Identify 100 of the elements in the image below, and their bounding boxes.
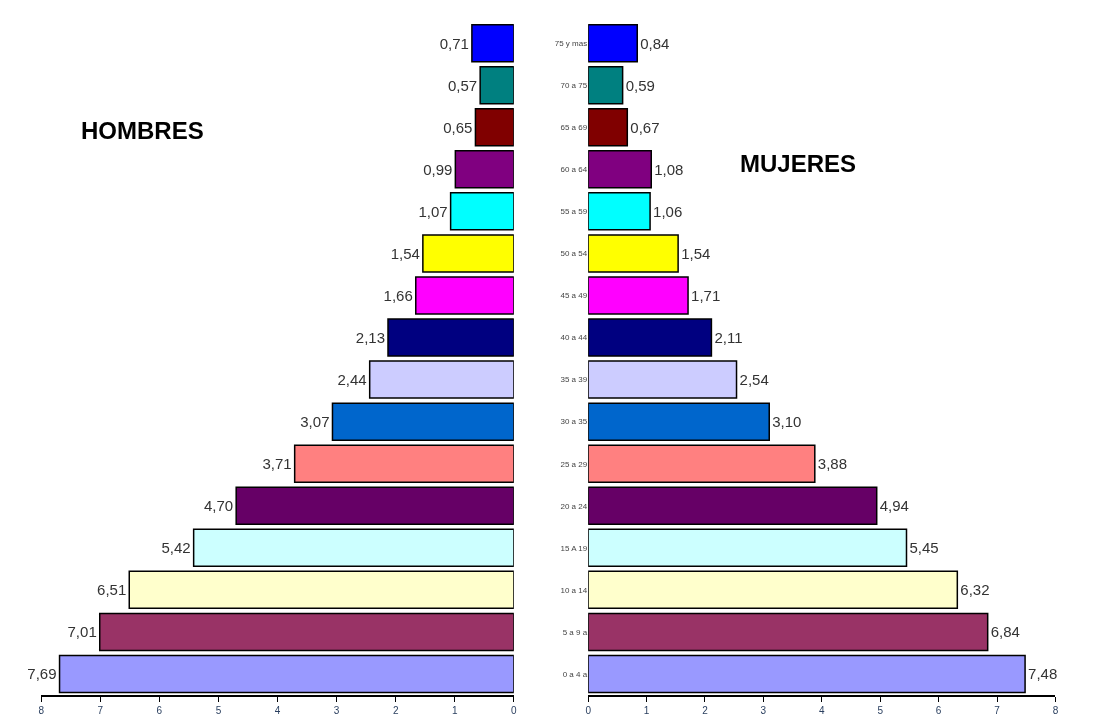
x-tick-label: 3	[333, 705, 340, 716]
x-tick-label: 8	[1052, 705, 1059, 716]
y-tick-label: 45 a 49	[560, 291, 588, 301]
bar	[454, 150, 514, 189]
bar	[588, 654, 1026, 694]
x-tick-label: 0	[511, 705, 518, 716]
y-tick-label: 25 a 29	[560, 459, 588, 469]
data-label: 0,67	[630, 118, 660, 136]
data-label: 0,71	[439, 34, 469, 52]
bar	[331, 402, 514, 441]
bar	[128, 570, 514, 610]
data-label: 6,84	[990, 623, 1020, 641]
y-tick-label: 55 a 59	[560, 207, 588, 217]
text: MUJERES	[740, 150, 857, 177]
data-label: 1,66	[383, 286, 413, 304]
bar	[415, 276, 514, 315]
bar	[192, 528, 514, 568]
bar	[474, 107, 514, 147]
data-label: 4,70	[203, 497, 234, 515]
bar	[588, 486, 878, 525]
y-tick-label: 15 A 19	[560, 543, 588, 553]
bar	[368, 360, 514, 399]
bar	[588, 318, 713, 357]
x-tick-label: 7	[994, 705, 1001, 716]
data-label: 6,32	[960, 581, 990, 599]
x-tick-label: 3	[760, 705, 767, 716]
bar	[588, 65, 624, 105]
bar	[588, 612, 989, 652]
bar	[588, 150, 652, 189]
data-label: 3,71	[262, 455, 292, 473]
x-tick-label: 5	[215, 705, 222, 716]
y-tick-label: 60 a 64	[560, 165, 588, 175]
data-label: 0,65	[443, 118, 473, 136]
data-label: 1,06	[653, 202, 683, 220]
x-tick-label: 4	[819, 705, 826, 716]
data-label: 0,84	[640, 34, 670, 52]
x-tick-label: 2	[392, 705, 399, 716]
data-label: 1,54	[390, 244, 420, 262]
bar	[588, 276, 689, 315]
y-tick-label: 5 a 9 a	[562, 627, 588, 637]
bar	[588, 234, 679, 273]
y-tick-label: 30 a 35	[560, 417, 588, 427]
x-tick-label: 6	[935, 705, 942, 716]
bar	[588, 528, 908, 568]
data-label: 6,51	[97, 581, 127, 599]
x-tick-label: 0	[585, 705, 592, 716]
x-tick-label: 1	[451, 705, 458, 716]
y-tick-label: 20 a 24	[560, 501, 588, 511]
x-tick-label: 6	[156, 705, 163, 716]
bar	[588, 192, 651, 231]
data-label: 1,54	[681, 244, 711, 262]
bar	[479, 65, 514, 105]
data-label: 2,11	[714, 329, 743, 347]
bar	[449, 192, 514, 231]
data-label: 4,94	[879, 497, 909, 515]
y-tick-label: 0 a 4 a	[562, 669, 588, 679]
y-tick-label: 65 a 69	[560, 123, 588, 133]
data-label: 3,10	[772, 413, 802, 431]
bar	[588, 444, 816, 483]
data-label: 5,45	[909, 539, 939, 557]
data-label: 2,54	[739, 371, 769, 389]
data-label: 0,57	[447, 76, 478, 94]
data-label: 5,42	[161, 539, 191, 557]
bar	[422, 234, 514, 273]
y-tick-label: 40 a 44	[560, 333, 588, 343]
text: HOMBRES	[81, 117, 204, 144]
data-label: 3,88	[817, 455, 847, 473]
data-label: 1,07	[418, 202, 448, 220]
data-label: 2,13	[355, 329, 385, 347]
x-tick-label: 4	[274, 705, 281, 716]
data-label: 3,07	[300, 413, 330, 431]
y-tick-label: 35 a 39	[560, 375, 588, 385]
bar	[235, 486, 514, 525]
bar	[387, 318, 514, 357]
x-tick-label: 5	[877, 705, 884, 716]
bar	[588, 360, 738, 399]
bar	[293, 444, 514, 483]
data-label: 1,71	[691, 286, 721, 304]
data-label: 1,08	[654, 160, 684, 178]
y-tick-label: 50 a 54	[560, 249, 588, 259]
bar	[588, 402, 770, 441]
bar	[588, 570, 959, 610]
data-label: 0,99	[423, 160, 453, 178]
data-label: 7,69	[27, 665, 57, 683]
bar	[471, 23, 514, 63]
y-tick-label: 10 a 14	[560, 585, 588, 595]
bar	[588, 107, 629, 147]
data-label: 0,59	[625, 76, 655, 94]
x-tick-label: 2	[702, 705, 709, 716]
data-label: 7,48	[1028, 665, 1058, 683]
bar	[588, 23, 638, 63]
y-tick-label: 70 a 75	[560, 80, 588, 90]
y-tick-label: 75 y mas	[554, 38, 588, 48]
data-label: 2,44	[337, 371, 367, 389]
x-tick-label: 7	[97, 705, 104, 716]
data-label: 7,01	[67, 623, 97, 641]
x-tick-label: 8	[38, 705, 45, 716]
bar	[58, 654, 514, 694]
x-tick-label: 1	[643, 705, 650, 716]
bar	[98, 612, 514, 652]
